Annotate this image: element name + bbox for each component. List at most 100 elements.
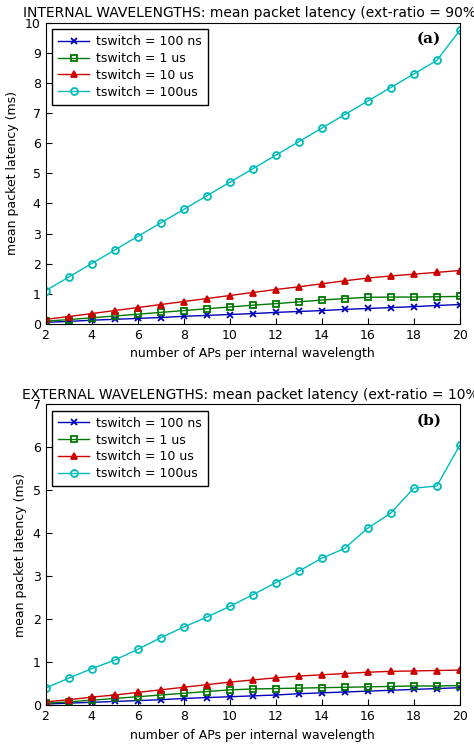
tswitch = 100 ns <box>273 308 279 317</box>
tswitch = 100 ns <box>43 318 48 327</box>
tswitch = 100 ns <box>434 684 440 693</box>
tswitch = 1 us <box>342 683 347 692</box>
tswitch = 100us <box>273 151 279 160</box>
Line: tswitch = 100 ns: tswitch = 100 ns <box>42 301 463 326</box>
tswitch = 1 us <box>112 311 118 320</box>
tswitch = 100us <box>135 645 140 654</box>
tswitch = 10 us <box>411 270 417 279</box>
tswitch = 1 us <box>227 685 233 694</box>
Line: tswitch = 10 us: tswitch = 10 us <box>42 267 463 323</box>
tswitch = 100us <box>319 123 325 132</box>
tswitch = 100us <box>342 110 347 119</box>
tswitch = 100us <box>43 684 48 693</box>
tswitch = 100us <box>388 509 393 518</box>
tswitch = 100 ns <box>342 305 347 314</box>
tswitch = 100us <box>89 664 94 673</box>
tswitch = 1 us <box>66 697 72 706</box>
tswitch = 1 us <box>204 304 210 313</box>
tswitch = 10 us <box>342 276 347 285</box>
tswitch = 100us <box>342 544 347 553</box>
tswitch = 10 us <box>227 291 233 300</box>
tswitch = 1 us <box>388 292 393 301</box>
tswitch = 100us <box>273 578 279 587</box>
tswitch = 1 us <box>434 681 440 690</box>
tswitch = 100us <box>296 137 301 146</box>
tswitch = 100 ns <box>388 303 393 312</box>
tswitch = 1 us <box>388 682 393 691</box>
tswitch = 100us <box>112 245 118 254</box>
Title: INTERNAL WAVELENGTHS: mean packet latency (ext-ratio = 90%): INTERNAL WAVELENGTHS: mean packet latenc… <box>24 6 474 20</box>
tswitch = 100us <box>411 70 417 79</box>
Legend: tswitch = 100 ns, tswitch = 1 us, tswitch = 10 us, tswitch = 100us: tswitch = 100 ns, tswitch = 1 us, tswitc… <box>52 29 208 105</box>
tswitch = 100us <box>66 674 72 683</box>
tswitch = 1 us <box>411 681 417 690</box>
tswitch = 10 us <box>411 666 417 675</box>
tswitch = 100us <box>365 96 371 105</box>
tswitch = 10 us <box>319 279 325 288</box>
tswitch = 100us <box>388 83 393 92</box>
tswitch = 100us <box>296 567 301 576</box>
tswitch = 10 us <box>135 303 140 312</box>
tswitch = 100 ns <box>89 698 94 707</box>
tswitch = 100 ns <box>89 316 94 325</box>
tswitch = 1 us <box>319 683 325 692</box>
tswitch = 1 us <box>158 308 164 317</box>
tswitch = 10 us <box>89 309 94 318</box>
tswitch = 100us <box>181 622 186 631</box>
tswitch = 100 ns <box>250 309 255 318</box>
tswitch = 100 ns <box>66 317 72 326</box>
X-axis label: number of APs per internal wavelength: number of APs per internal wavelength <box>130 347 375 361</box>
tswitch = 10 us <box>434 666 440 675</box>
tswitch = 10 us <box>158 300 164 309</box>
Y-axis label: mean packet latency (ms): mean packet latency (ms) <box>14 473 27 637</box>
tswitch = 100 ns <box>227 310 233 319</box>
tswitch = 100 ns <box>319 306 325 315</box>
tswitch = 1 us <box>365 682 371 691</box>
tswitch = 100us <box>434 56 440 65</box>
tswitch = 100 ns <box>365 304 371 313</box>
Y-axis label: mean packet latency (ms): mean packet latency (ms) <box>6 91 19 255</box>
tswitch = 100 ns <box>411 685 417 694</box>
tswitch = 100us <box>319 554 325 562</box>
tswitch = 10 us <box>434 268 440 277</box>
tswitch = 10 us <box>250 288 255 297</box>
Text: (b): (b) <box>416 414 441 427</box>
tswitch = 100 ns <box>388 686 393 695</box>
tswitch = 1 us <box>273 684 279 693</box>
tswitch = 1 us <box>434 292 440 301</box>
tswitch = 100us <box>457 441 463 450</box>
tswitch = 100 ns <box>43 699 48 708</box>
tswitch = 100us <box>250 590 255 599</box>
tswitch = 100 ns <box>227 692 233 701</box>
Line: tswitch = 100us: tswitch = 100us <box>42 27 463 294</box>
Text: (a): (a) <box>417 32 441 46</box>
tswitch = 100 ns <box>181 312 186 321</box>
tswitch = 10 us <box>388 667 393 676</box>
Line: tswitch = 1 us: tswitch = 1 us <box>42 682 463 707</box>
tswitch = 100 ns <box>135 314 140 323</box>
tswitch = 100us <box>89 259 94 268</box>
tswitch = 10 us <box>181 297 186 306</box>
tswitch = 100us <box>250 165 255 174</box>
tswitch = 10 us <box>204 294 210 303</box>
Line: tswitch = 100 ns: tswitch = 100 ns <box>42 684 463 708</box>
tswitch = 1 us <box>250 684 255 693</box>
tswitch = 10 us <box>204 680 210 689</box>
Legend: tswitch = 100 ns, tswitch = 1 us, tswitch = 10 us, tswitch = 100us: tswitch = 100 ns, tswitch = 1 us, tswitc… <box>52 411 208 486</box>
tswitch = 100 ns <box>434 301 440 310</box>
tswitch = 10 us <box>365 668 371 677</box>
tswitch = 100 ns <box>250 691 255 700</box>
tswitch = 1 us <box>457 681 463 690</box>
tswitch = 10 us <box>273 673 279 682</box>
tswitch = 100 ns <box>112 315 118 324</box>
tswitch = 10 us <box>43 315 48 324</box>
tswitch = 1 us <box>158 690 164 699</box>
tswitch = 10 us <box>181 683 186 692</box>
tswitch = 100 ns <box>342 687 347 696</box>
tswitch = 100 ns <box>158 695 164 704</box>
tswitch = 1 us <box>250 301 255 310</box>
tswitch = 10 us <box>457 266 463 275</box>
tswitch = 10 us <box>112 306 118 315</box>
tswitch = 100 ns <box>112 697 118 706</box>
Line: tswitch = 100us: tswitch = 100us <box>42 441 463 692</box>
